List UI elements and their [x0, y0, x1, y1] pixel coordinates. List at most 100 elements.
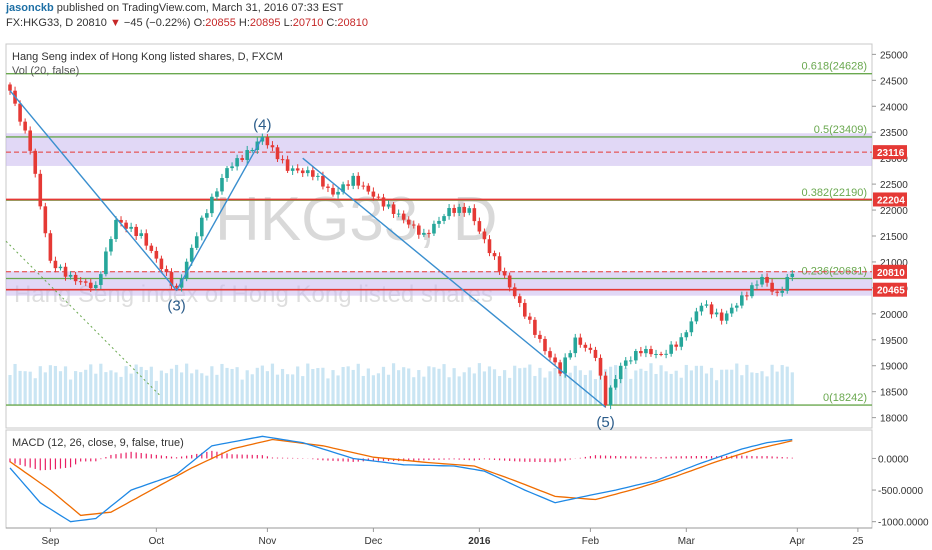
volume-bar: [361, 375, 365, 405]
volume-bar: [563, 363, 567, 405]
volume-bar: [79, 372, 83, 405]
volume-bar: [185, 363, 189, 405]
candle-body: [775, 291, 779, 293]
volume-bar: [619, 374, 623, 405]
signal-line: [9, 438, 793, 517]
volume-bar: [280, 368, 285, 405]
volume-bar: [694, 365, 698, 405]
candle-body: [144, 233, 149, 246]
volume-bar: [704, 373, 709, 405]
candle-body: [432, 223, 436, 234]
candle-body: [528, 316, 532, 320]
candle-body: [381, 197, 386, 207]
volume-bar: [296, 366, 300, 405]
candle-body: [502, 271, 507, 276]
price-tick-label: 20000: [880, 310, 908, 321]
volume-bar: [225, 367, 229, 405]
volume-bar: [84, 369, 88, 405]
candle-body: [285, 159, 290, 171]
candle-body: [58, 266, 63, 269]
wave-label: (4): [253, 116, 271, 133]
volume-bar: [629, 378, 633, 405]
candle-body: [573, 337, 578, 354]
volume-bar: [679, 377, 683, 405]
volume-bar: [336, 375, 340, 405]
volume-bar: [397, 370, 401, 405]
volume-bar: [664, 371, 668, 405]
volume-bar: [462, 372, 466, 405]
candle-body: [139, 233, 144, 236]
candle-body: [517, 296, 522, 303]
macd-tick-label: -1000.0000: [878, 518, 929, 529]
volume-bar: [381, 366, 386, 405]
candle-body: [33, 150, 38, 174]
volume-bar: [709, 367, 714, 405]
candle-body: [114, 219, 118, 240]
wave-label: (3): [167, 297, 185, 314]
candle-body: [210, 196, 214, 214]
candle-body: [548, 351, 552, 358]
volume-bar: [341, 367, 345, 405]
volume-bar: [291, 374, 295, 405]
symbol-label[interactable]: FX:HKG33, D: [6, 17, 74, 29]
price-badge: [873, 282, 907, 297]
volume-bar: [447, 377, 451, 405]
volume-bar: [215, 374, 219, 405]
volume-bar: [301, 376, 305, 405]
volume-label: Vol (20, false): [12, 65, 79, 77]
candle-body: [341, 184, 345, 192]
candle-body: [396, 213, 401, 215]
volume-bar: [68, 379, 73, 405]
candle-body: [235, 158, 239, 167]
volume-bar: [538, 367, 542, 405]
candle-body: [68, 274, 73, 277]
candle-body: [189, 247, 194, 262]
candle-body: [785, 276, 790, 291]
volume-bar: [588, 370, 593, 405]
time-tick-label: Mar: [678, 536, 696, 547]
volume-bar: [755, 372, 759, 405]
author-link[interactable]: jasonckb: [6, 2, 54, 14]
price-tick-label: 23500: [880, 128, 908, 139]
candle-body: [104, 251, 108, 275]
candle-body: [199, 217, 204, 237]
candle-body: [750, 285, 754, 297]
price-tick-label: 18000: [880, 414, 908, 425]
volume-bar: [523, 367, 527, 405]
volume-bar: [533, 375, 537, 405]
macd-tick-label: -500.0000: [878, 486, 923, 497]
volume-bar: [659, 365, 663, 405]
price-badge: [873, 264, 907, 279]
volume-bar: [159, 370, 164, 405]
low-value: 20710: [292, 17, 324, 29]
volume-bar: [760, 371, 764, 405]
candle-body: [704, 304, 709, 306]
candle-body: [371, 191, 376, 197]
candle-body: [583, 344, 588, 348]
candle-body: [356, 175, 361, 186]
candle-body: [275, 147, 280, 160]
candle-body: [760, 276, 764, 285]
price-tick-label: 21000: [880, 258, 908, 269]
volume-bar: [750, 372, 754, 405]
volume-bar: [144, 370, 148, 405]
candle-body: [654, 353, 658, 355]
candle-body: [194, 236, 199, 248]
candle-body: [553, 357, 557, 363]
volume-bar: [240, 379, 244, 405]
time-tick-label: 2016: [468, 536, 491, 547]
volume-bar: [134, 364, 138, 405]
chart-title: Hang Seng index of Hong Kong listed shar…: [12, 51, 283, 63]
volume-bar: [417, 370, 421, 405]
candle-body: [512, 287, 517, 297]
candle-body: [321, 175, 325, 187]
candle-body: [83, 281, 88, 283]
candle-body: [664, 353, 668, 355]
volume-bar: [285, 374, 290, 405]
candle-body: [149, 245, 154, 251]
down-arrow-icon: ▼: [109, 17, 121, 29]
volume-bar: [437, 368, 441, 405]
candle-body: [417, 225, 421, 235]
volume-bar: [528, 364, 532, 405]
